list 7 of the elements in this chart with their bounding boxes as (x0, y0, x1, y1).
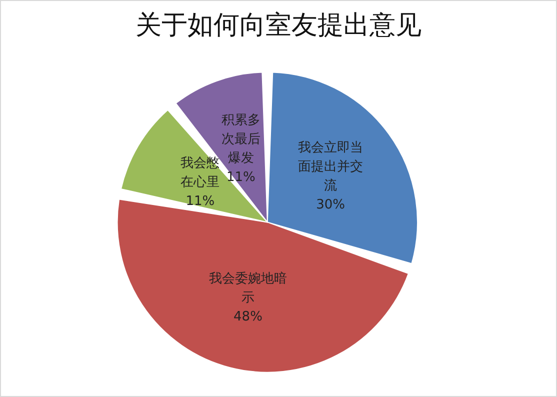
slice-label: 我会立即当面提出并交流 (298, 139, 364, 194)
chart-title: 关于如何向室友提出意见 (136, 10, 422, 40)
slice-label: 我会委婉地暗示 (208, 271, 287, 306)
slice-label: 积累多次最后爆发 (221, 112, 260, 166)
data-label: 11% (186, 194, 215, 209)
data-label: 48% (234, 309, 262, 324)
data-label: 30% (316, 197, 345, 212)
